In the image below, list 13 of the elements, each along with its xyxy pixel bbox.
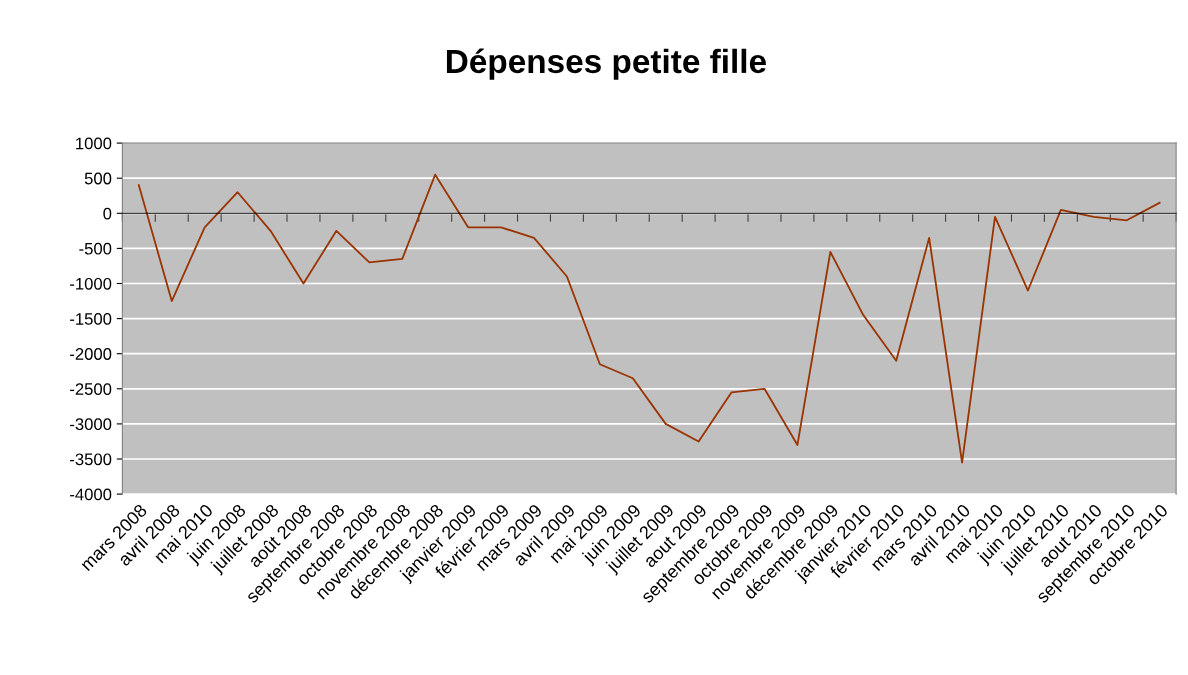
- y-tick-label: 0: [103, 207, 112, 220]
- y-tick-label: -1500: [70, 313, 112, 325]
- y-tick-label: -500: [79, 242, 112, 255]
- y-tick-label: -1000: [70, 277, 112, 290]
- line-series: [137, 173, 1161, 464]
- y-tick-label: -2500: [70, 383, 112, 395]
- y-tick-label: -3000: [70, 418, 112, 431]
- y-tick-label: 500: [84, 172, 112, 185]
- y-tick-label: -3500: [70, 453, 112, 466]
- y-tick-label: 1000: [76, 137, 112, 150]
- chart-title: Dépenses petite fille: [446, 48, 766, 80]
- y-tick-label: -4000: [70, 488, 112, 501]
- y-tick-label: -2000: [70, 348, 112, 360]
